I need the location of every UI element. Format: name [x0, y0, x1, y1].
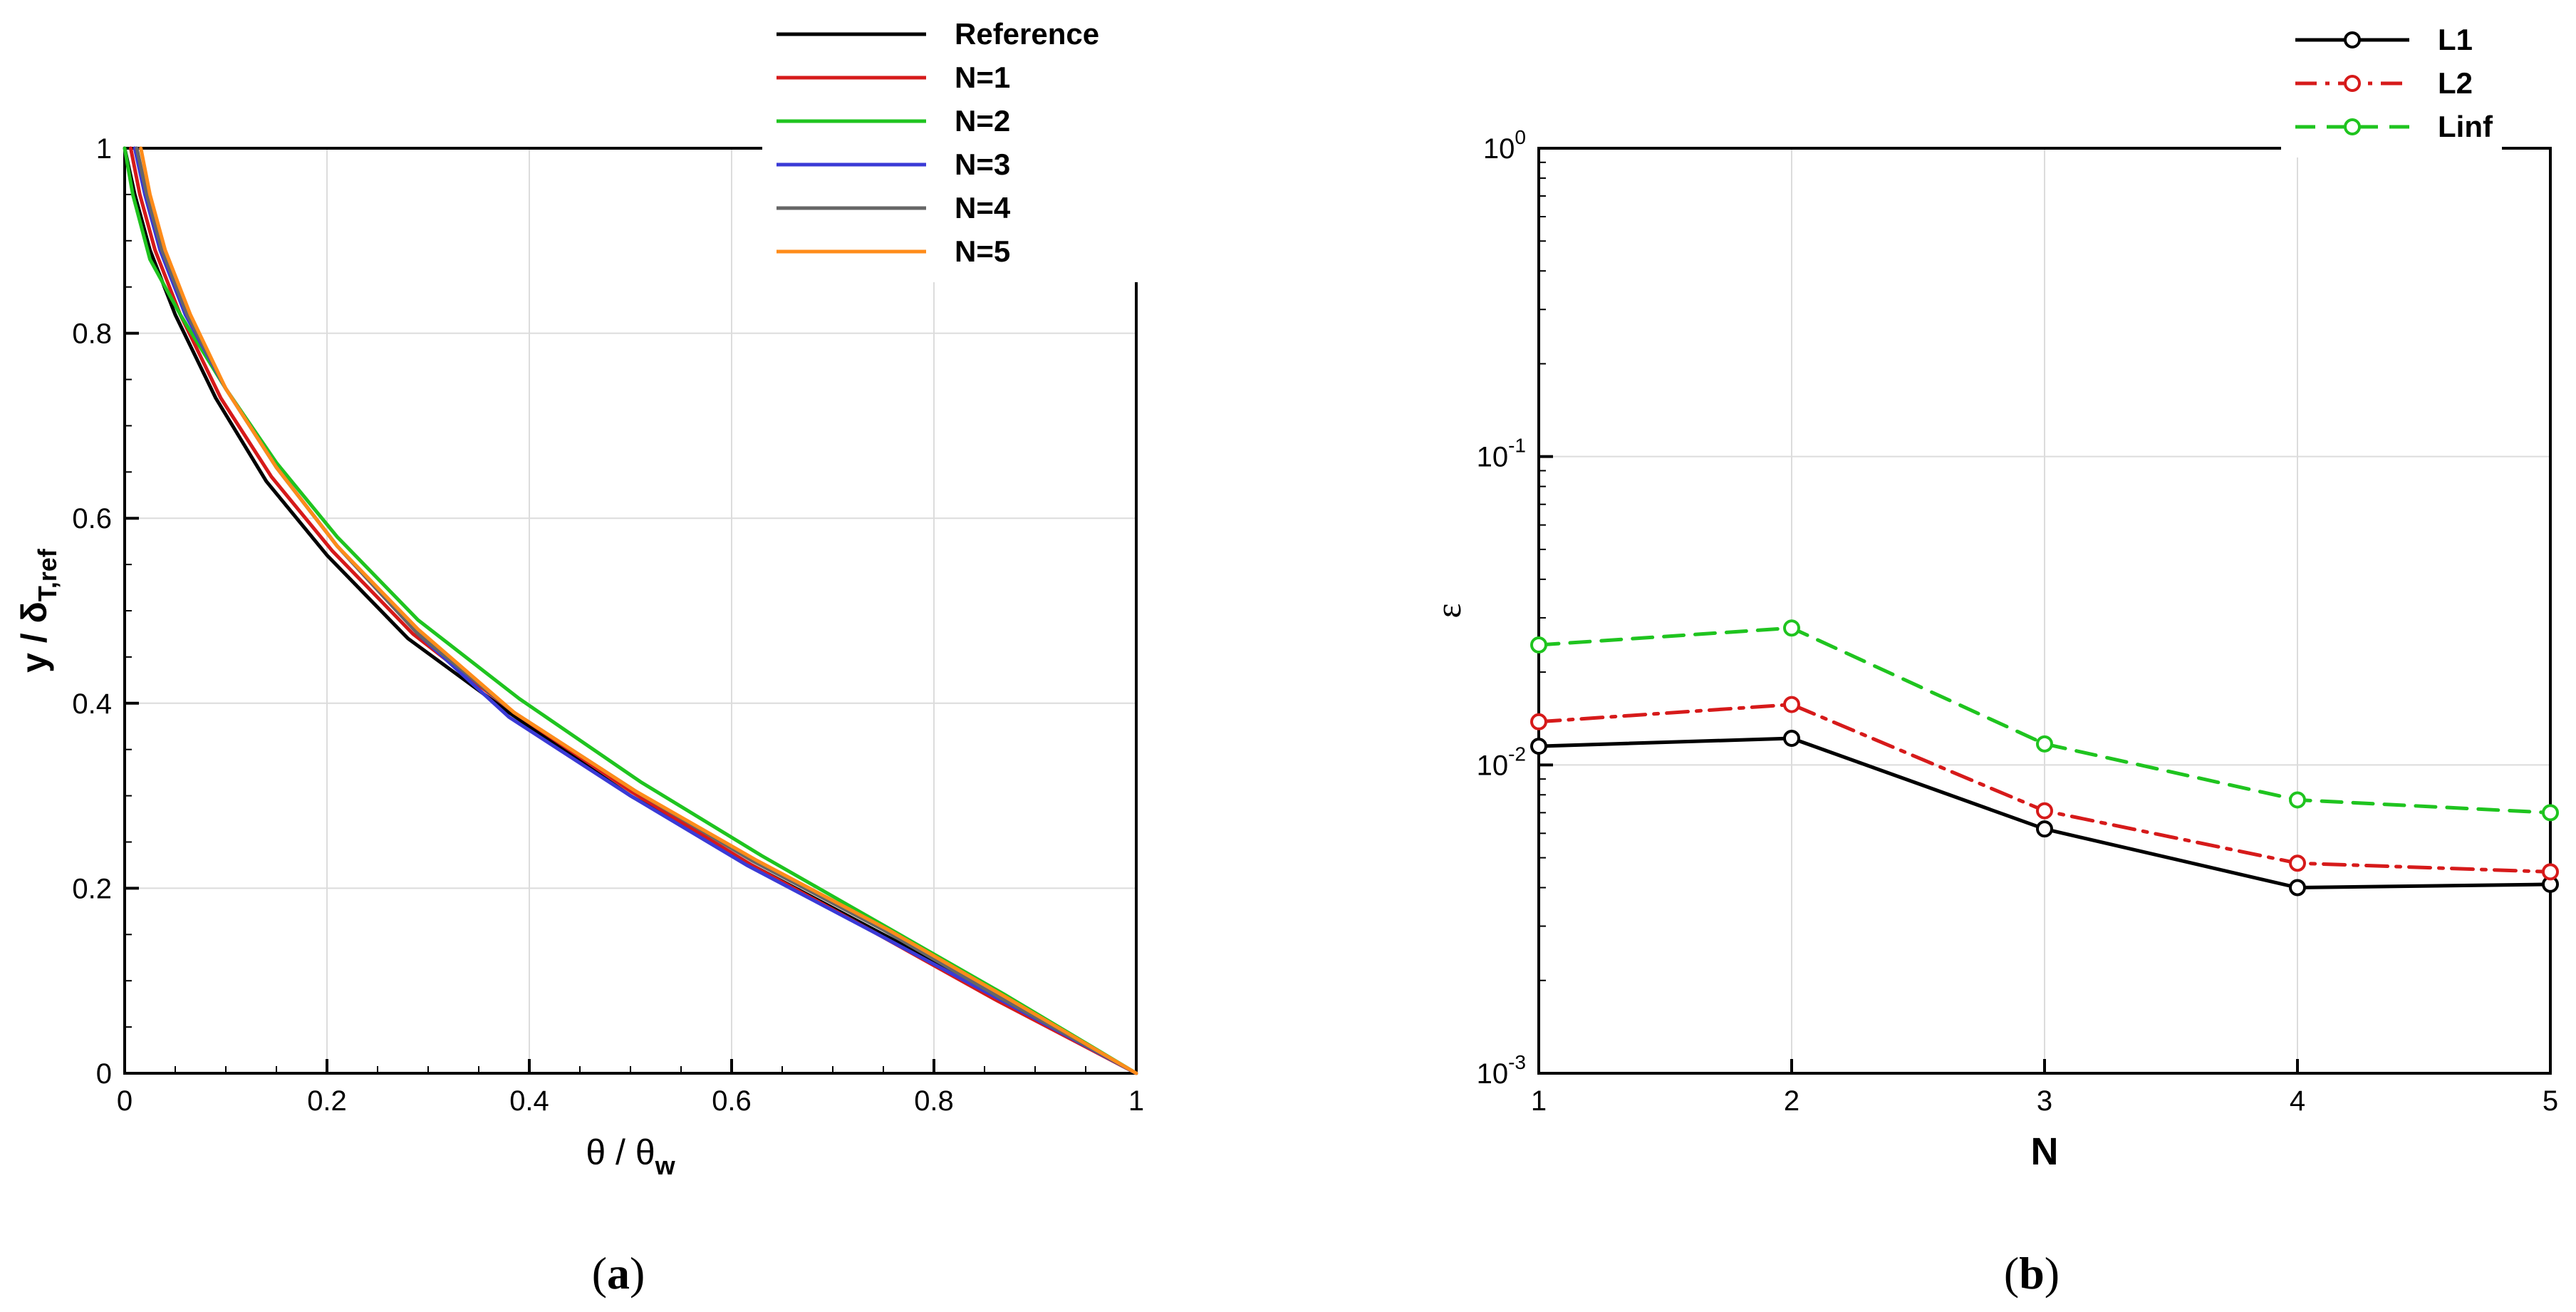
a-y-tick-label: 1 [96, 133, 112, 165]
a-legend-label: N=1 [955, 61, 1010, 94]
a-legend-label: Reference [955, 17, 1099, 51]
panel-a-x-axis-title: θ / θw [586, 1132, 675, 1180]
panel-b-ticks: 1 2 3 4 5 10-3 10-2 10-1 100 [1477, 126, 2559, 1117]
b-y-tick-label: 10-3 [1477, 1051, 1526, 1090]
a-x-tick-label: 1 [1128, 1085, 1144, 1117]
b-data-point-linf [2289, 791, 2306, 809]
panel-a-y-axis-title: y / δT,ref [14, 548, 62, 673]
a-x-tick-label: 0 [117, 1085, 133, 1117]
a-legend-label: N=4 [955, 191, 1011, 224]
panel-a-grid [124, 148, 1137, 1074]
b-data-point-l1 [2036, 820, 2053, 838]
a-series-line-n-1 [129, 146, 1138, 1075]
b-x-tick-label: 3 [2037, 1085, 2052, 1117]
b-data-point-linf [1783, 619, 1800, 637]
b-x-tick-label: 2 [1784, 1085, 1799, 1117]
panel-a-plot-frame [123, 147, 1138, 1075]
b-x-tick-label: 4 [2290, 1085, 2305, 1117]
b-legend-label: L1 [2438, 23, 2473, 56]
b-x-tick-label: 1 [1531, 1085, 1547, 1117]
b-data-point-linf [2542, 804, 2559, 822]
b-y-tick-label: 100 [1483, 126, 1526, 165]
b-data-point-l1 [1530, 738, 1547, 755]
panel-a-legend: Reference N=1 N=2 N=3 N=4 N=5 [762, 7, 1168, 282]
b-legend-label: L2 [2438, 66, 2473, 100]
b-data-point-l1 [2289, 879, 2306, 897]
a-series-line-n-2 [123, 146, 1138, 1075]
b-legend-marker [2344, 118, 2361, 135]
b-x-tick-label: 5 [2543, 1085, 2558, 1117]
a-x-tick-label: 0.8 [914, 1085, 954, 1117]
panel-b-legend: L1 L2 Linf [2281, 13, 2502, 157]
a-y-tick-label: 0.6 [72, 503, 112, 534]
panel-a: 0 0.2 0.4 0.6 0.8 1 0 0.2 0.4 0.6 0.8 1 Reference N=… [14, 7, 1168, 1298]
a-y-tick-label: 0.4 [72, 688, 112, 720]
b-legend-marker [2344, 31, 2361, 48]
panel-b-y-axis-title: ε [1428, 604, 1468, 619]
a-legend-label: N=5 [955, 234, 1010, 268]
b-y-tick-label: 10-2 [1477, 743, 1526, 781]
a-y-tick-label: 0 [96, 1058, 112, 1090]
panel-a-series [123, 146, 1138, 1075]
a-x-tick-label: 0.4 [509, 1085, 549, 1117]
a-x-tick-label: 0.6 [712, 1085, 752, 1117]
a-y-tick-label: 0.2 [72, 873, 112, 904]
panel-b-series [1530, 619, 2559, 897]
panel-a-caption: (a) [592, 1248, 645, 1298]
a-legend-label: N=3 [955, 148, 1010, 181]
b-data-point-l2 [2542, 863, 2559, 881]
b-legend-marker [2344, 75, 2361, 92]
a-legend-label: N=2 [955, 104, 1010, 138]
b-data-point-l1 [1783, 729, 1800, 747]
a-x-tick-label: 0.2 [307, 1085, 347, 1117]
b-data-point-l2 [1530, 713, 1547, 730]
b-data-point-l2 [1783, 696, 1800, 713]
panel-b-x-axis-title: N [2031, 1130, 2059, 1173]
a-legend-background [762, 7, 1168, 282]
b-data-point-l2 [2036, 802, 2053, 820]
b-y-tick-label: 10-1 [1477, 435, 1526, 473]
b-data-point-linf [1530, 636, 1547, 654]
a-y-tick-label: 0.8 [72, 319, 112, 350]
panel-b: 1 2 3 4 5 10-3 10-2 10-1 100 L1 L2 Linf N ε (b) [1428, 13, 2559, 1298]
panel-b-grid [1538, 148, 2551, 1074]
a-series-line-reference [123, 146, 1138, 1075]
b-data-point-linf [2036, 735, 2053, 753]
a-series-line-n-5 [139, 146, 1138, 1075]
panel-a-ticks: 0 0.2 0.4 0.6 0.8 1 0 0.2 0.4 0.6 0.8 1 [72, 133, 1144, 1117]
b-legend-label: Linf [2438, 110, 2493, 143]
a-series-line-n-3 [133, 146, 1138, 1075]
panel-b-caption: (b) [2004, 1248, 2060, 1298]
b-data-point-l2 [2289, 854, 2306, 872]
a-series-line-n-4 [135, 146, 1138, 1075]
